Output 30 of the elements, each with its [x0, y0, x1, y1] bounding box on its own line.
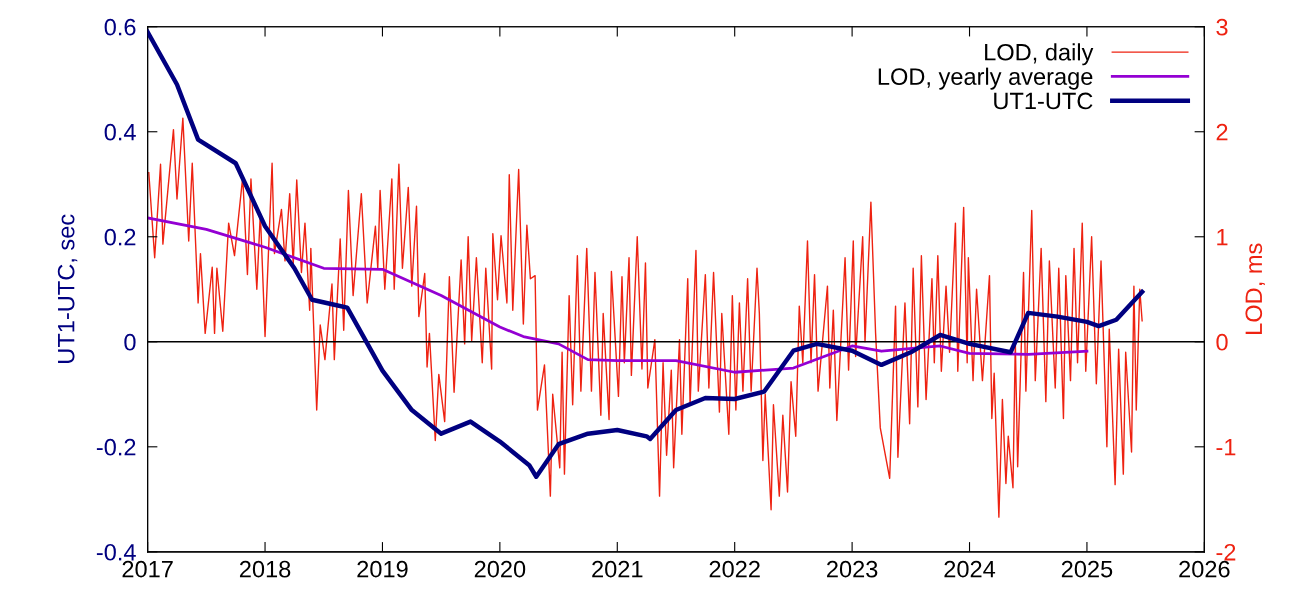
y2-tick-label: 1	[1217, 229, 1228, 246]
x-tick-label: 2026	[1179, 560, 1230, 578]
legend-label: LOD, daily	[985, 43, 1094, 66]
y-tick-label: -0.2	[96, 438, 136, 456]
y2-tick-label: 2	[1216, 123, 1228, 141]
x-tick-label: 2018	[239, 560, 291, 578]
y2-tick-label: -1	[1216, 439, 1236, 456]
y2-tick-label: 0	[1216, 333, 1228, 351]
legend-label: LOD, yearly average	[878, 67, 1093, 90]
y2-axis-title: LOD, ms	[1245, 243, 1265, 334]
y2-tick-label: 3	[1216, 18, 1228, 36]
x-tick-label: 2019	[357, 560, 408, 578]
y-axis-title: UT1-UTC, sec	[57, 214, 78, 363]
y-tick-label: 0.2	[104, 228, 136, 246]
line-series	[147, 216, 1089, 374]
x-tick-label: 2023	[827, 560, 878, 578]
line-series	[148, 117, 1143, 518]
y-tick-label: -0.4	[96, 543, 136, 561]
y-tick-label: 0	[124, 333, 136, 351]
y2-tick-label: -2	[1216, 543, 1236, 561]
legend-label: UT1-UTC	[994, 92, 1093, 110]
x-tick-label: 2021	[592, 560, 643, 578]
line-series	[147, 29, 1145, 479]
x-tick-label: 2020	[474, 560, 526, 578]
x-tick-label: 2024	[944, 560, 996, 578]
x-tick-label: 2022	[709, 560, 760, 578]
x-tick-label: 2017	[122, 560, 173, 578]
x-tick-label: 2025	[1061, 560, 1113, 578]
y-tick-label: 0.4	[104, 123, 136, 141]
y-tick-label: 0.6	[104, 18, 136, 36]
